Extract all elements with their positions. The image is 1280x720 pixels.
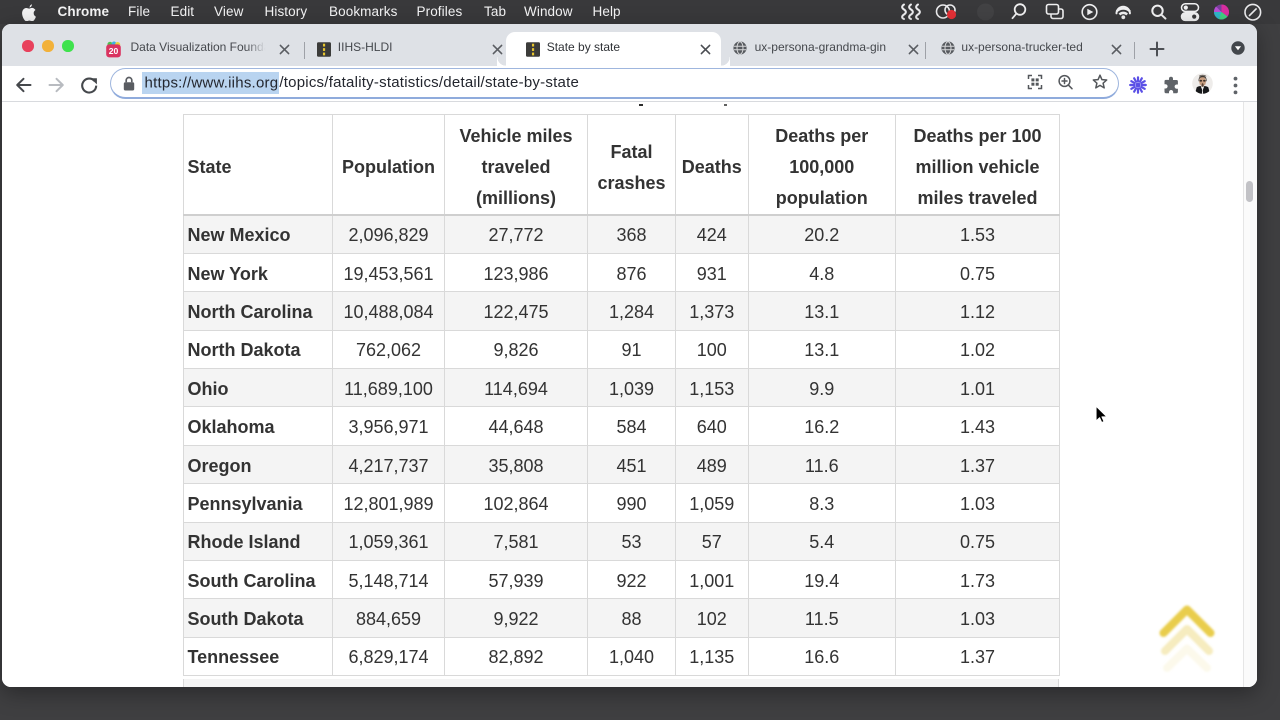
svg-text:20: 20	[109, 46, 119, 56]
